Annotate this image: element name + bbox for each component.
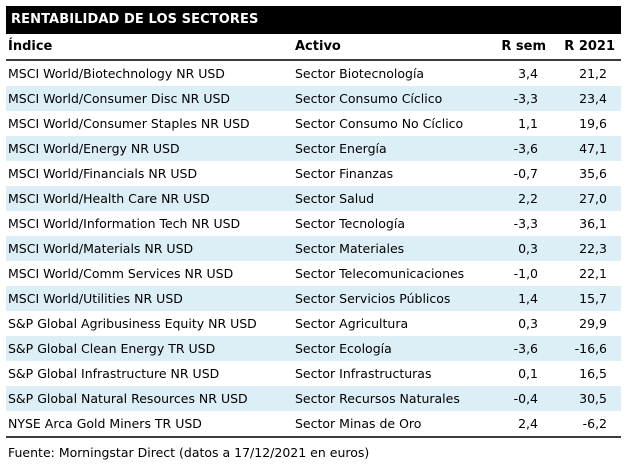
- cell-activo: Sector Salud: [295, 191, 375, 206]
- cell-activo: Sector Infrastructuras: [295, 366, 432, 381]
- cell-indice: MSCI World/Consumer Staples NR USD: [8, 116, 250, 131]
- cell-r-sem: -3,6: [513, 341, 538, 356]
- cell-indice: MSCI World/Utilities NR USD: [8, 291, 183, 306]
- cell-r-sem: -3,3: [513, 216, 538, 231]
- cell-r-sem: 0,3: [518, 241, 538, 256]
- cell-activo: Sector Agricultura: [295, 316, 409, 331]
- cell-r-sem: 1,4: [518, 291, 538, 306]
- cell-indice: MSCI World/Energy NR USD: [8, 141, 180, 156]
- cell-r-2021: 35,6: [579, 166, 607, 181]
- table-body: MSCI World/Biotechnology NR USD Sector B…: [6, 60, 621, 437]
- cell-activo: Sector Consumo No Cíclico: [295, 116, 464, 131]
- table-row: S&P Global Natural Resources NR USD Sect…: [6, 386, 621, 411]
- cell-r-sem: -1,0: [513, 266, 538, 281]
- cell-activo: Sector Materiales: [295, 241, 405, 256]
- cell-activo: Sector Telecomunicaciones: [295, 266, 465, 281]
- cell-activo: Sector Consumo Cíclico: [295, 91, 443, 106]
- cell-r-2021: 22,1: [579, 266, 607, 281]
- sector-returns-table: Índice Activo R sem R 2021 MSCI World/Bi…: [6, 34, 621, 438]
- cell-activo: Sector Tecnología: [295, 216, 405, 231]
- cell-r-2021: 16,5: [579, 366, 607, 381]
- cell-r-2021: 15,7: [579, 291, 607, 306]
- column-header-r-2021: R 2021: [552, 34, 621, 61]
- cell-r-sem: 2,4: [518, 416, 538, 431]
- cell-r-2021: 22,3: [579, 241, 607, 256]
- cell-indice: MSCI World/Health Care NR USD: [8, 191, 210, 206]
- column-header-indice: Índice: [6, 34, 293, 61]
- cell-r-2021: 19,6: [579, 116, 607, 131]
- cell-activo: Sector Energía: [295, 141, 387, 156]
- cell-r-2021: 36,1: [579, 216, 607, 231]
- table-row: S&P Global Clean Energy TR USD Sector Ec…: [6, 336, 621, 361]
- cell-r-sem: -3,3: [513, 91, 538, 106]
- table-row: S&P Global Agribusiness Equity NR USD Se…: [6, 311, 621, 336]
- cell-indice: MSCI World/Information Tech NR USD: [8, 216, 241, 231]
- table-row: MSCI World/Comm Services NR USD Sector T…: [6, 261, 621, 286]
- cell-indice: MSCI World/Financials NR USD: [8, 166, 198, 181]
- cell-indice: MSCI World/Materials NR USD: [8, 241, 194, 256]
- cell-indice: S&P Global Infrastructure NR USD: [8, 366, 220, 381]
- table-row: MSCI World/Biotechnology NR USD Sector B…: [6, 60, 621, 86]
- cell-r-sem: -0,4: [513, 391, 538, 406]
- cell-activo: Sector Biotecnología: [295, 66, 425, 81]
- table-row: MSCI World/Energy NR USD Sector Energía …: [6, 136, 621, 161]
- cell-activo: Sector Recursos Naturales: [295, 391, 460, 406]
- cell-indice: NYSE Arca Gold Miners TR USD: [8, 416, 202, 431]
- table-row: S&P Global Infrastructure NR USD Sector …: [6, 361, 621, 386]
- panel-title-bar: RENTABILIDAD DE LOS SECTORES: [6, 6, 621, 34]
- cell-r-sem: -0,7: [513, 166, 538, 181]
- cell-indice: S&P Global Natural Resources NR USD: [8, 391, 248, 406]
- table-row: MSCI World/Financials NR USD Sector Fina…: [6, 161, 621, 186]
- cell-indice: S&P Global Clean Energy TR USD: [8, 341, 216, 356]
- table-row: MSCI World/Health Care NR USD Sector Sal…: [6, 186, 621, 211]
- cell-activo: Sector Servicios Públicos: [295, 291, 451, 306]
- column-header-r-sem: R sem: [488, 34, 552, 61]
- table-row: MSCI World/Consumer Disc NR USD Sector C…: [6, 86, 621, 111]
- cell-indice: S&P Global Agribusiness Equity NR USD: [8, 316, 257, 331]
- cell-indice: MSCI World/Biotechnology NR USD: [8, 66, 225, 81]
- cell-r-2021: 27,0: [579, 191, 607, 206]
- cell-r-sem: 2,2: [518, 191, 538, 206]
- column-header-activo: Activo: [293, 34, 488, 61]
- panel-title: RENTABILIDAD DE LOS SECTORES: [11, 12, 259, 27]
- cell-r-2021: -6,2: [582, 416, 607, 431]
- cell-activo: Sector Ecología: [295, 341, 392, 356]
- table-row: MSCI World/Consumer Staples NR USD Secto…: [6, 111, 621, 136]
- cell-activo: Sector Finanzas: [295, 166, 394, 181]
- cell-r-sem: -3,6: [513, 141, 538, 156]
- table-row: MSCI World/Materials NR USD Sector Mater…: [6, 236, 621, 261]
- cell-r-2021: 29,9: [579, 316, 607, 331]
- table-row: MSCI World/Information Tech NR USD Secto…: [6, 211, 621, 236]
- table-row: NYSE Arca Gold Miners TR USD Sector Mina…: [6, 411, 621, 437]
- cell-indice: MSCI World/Consumer Disc NR USD: [8, 91, 231, 106]
- cell-r-2021: -16,6: [574, 341, 607, 356]
- cell-r-sem: 1,1: [518, 116, 538, 131]
- cell-r-sem: 0,1: [518, 366, 538, 381]
- cell-r-2021: 47,1: [579, 141, 607, 156]
- cell-r-sem: 3,4: [518, 66, 538, 81]
- source-note: Fuente: Morningstar Direct (datos a 17/1…: [8, 445, 370, 460]
- cell-r-sem: 0,3: [518, 316, 538, 331]
- cell-r-2021: 21,2: [579, 66, 607, 81]
- cell-r-2021: 23,4: [579, 91, 607, 106]
- cell-activo: Sector Minas de Oro: [295, 416, 422, 431]
- cell-r-2021: 30,5: [579, 391, 607, 406]
- table-header-row: Índice Activo R sem R 2021: [6, 34, 621, 61]
- table-row: MSCI World/Utilities NR USD Sector Servi…: [6, 286, 621, 311]
- cell-indice: MSCI World/Comm Services NR USD: [8, 266, 234, 281]
